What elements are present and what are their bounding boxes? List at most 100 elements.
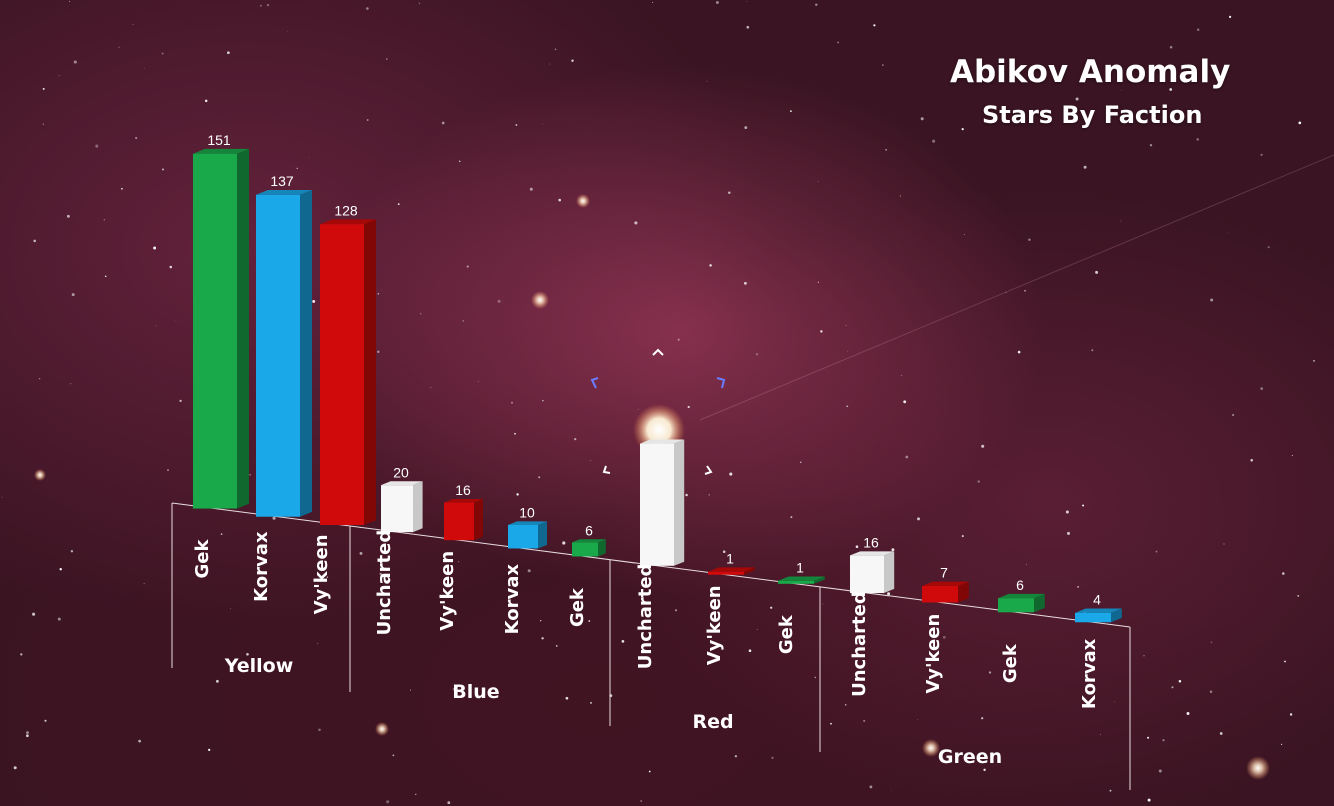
star-dot xyxy=(415,793,417,795)
star-dot xyxy=(863,719,866,722)
star-dot xyxy=(175,319,177,321)
star-dot xyxy=(132,23,134,25)
star-dot xyxy=(542,399,544,402)
bar-yellow-korvax xyxy=(256,189,312,517)
star-dot xyxy=(366,119,369,121)
bar-side xyxy=(958,581,969,603)
star-dot xyxy=(555,645,558,647)
star-dot xyxy=(790,110,792,112)
star-dot xyxy=(756,629,758,630)
star-dot xyxy=(1284,660,1286,663)
star-dot xyxy=(312,299,316,303)
star-dot xyxy=(855,545,859,549)
star-dot xyxy=(529,187,533,191)
star-dot xyxy=(1228,15,1232,19)
bar-yellow-vykeen xyxy=(320,219,376,526)
star-dot xyxy=(1149,144,1153,147)
star-dot xyxy=(272,516,276,520)
group-label: Yellow xyxy=(224,655,294,677)
star-dot xyxy=(790,516,793,519)
star-dot xyxy=(1121,89,1122,91)
star-dot xyxy=(458,160,461,163)
star-dot xyxy=(844,704,847,706)
star-dot xyxy=(799,461,802,464)
bar-green-korvax xyxy=(1075,608,1122,623)
bar-side xyxy=(364,219,376,526)
star-dot xyxy=(143,583,145,585)
star-dot xyxy=(1147,736,1150,739)
star-dot xyxy=(169,265,173,269)
star-dot xyxy=(882,64,884,66)
bar-front xyxy=(1075,612,1111,623)
star-dot xyxy=(1066,531,1071,535)
category-label: Vy'keen xyxy=(923,614,944,694)
star-dot xyxy=(514,432,516,435)
star-dot xyxy=(153,246,157,250)
star-dot xyxy=(1289,713,1293,716)
category-label: Gek xyxy=(776,614,797,654)
star-dot xyxy=(70,549,74,553)
star-dot xyxy=(837,41,839,44)
star-dot xyxy=(1210,641,1213,644)
bar-side xyxy=(237,148,249,509)
star-dot xyxy=(155,325,157,327)
star-dot xyxy=(71,293,75,297)
star-dot xyxy=(103,219,105,221)
star-dot xyxy=(873,24,876,27)
star-dot xyxy=(652,1,654,3)
star-dot xyxy=(900,374,903,377)
star-dot xyxy=(920,117,924,121)
star-dot xyxy=(13,766,17,770)
star-dot xyxy=(215,679,219,683)
star-dot xyxy=(771,756,774,760)
bar-top xyxy=(381,481,423,486)
star-dot xyxy=(377,292,380,295)
bar-series xyxy=(193,148,1122,623)
star-dot xyxy=(637,408,639,410)
star-dot xyxy=(674,609,678,612)
bar-side xyxy=(1034,593,1045,613)
star-dot xyxy=(317,643,319,645)
star-dot xyxy=(410,689,411,691)
star-dot xyxy=(917,719,919,721)
star-dot xyxy=(1155,550,1158,553)
bar-top xyxy=(922,581,969,587)
star-dot xyxy=(458,561,460,563)
bar-front xyxy=(444,502,474,541)
star-dot xyxy=(1210,298,1214,302)
star-dot xyxy=(1280,743,1283,746)
star-dot xyxy=(1291,455,1293,457)
star-dot xyxy=(326,576,329,578)
bar-front xyxy=(998,598,1034,613)
bar-front xyxy=(193,153,237,509)
bright-star xyxy=(34,469,46,481)
star-dot xyxy=(20,653,23,656)
star-dot xyxy=(118,46,120,48)
star-dot xyxy=(814,676,817,679)
star-dot xyxy=(549,63,551,65)
star-dot xyxy=(1171,686,1174,689)
reticle-bracket xyxy=(704,465,713,475)
star-dot xyxy=(1026,564,1027,566)
bar-green-gek xyxy=(998,593,1045,613)
star-dot xyxy=(1313,360,1315,362)
star-dot xyxy=(648,770,651,773)
star-dot xyxy=(988,671,992,674)
star-dot xyxy=(477,381,479,382)
star-dot xyxy=(541,637,544,640)
star-dot xyxy=(822,603,824,605)
star-dot xyxy=(746,1,748,3)
star-dot xyxy=(392,754,395,757)
star-dot xyxy=(1077,585,1080,588)
star-dot xyxy=(1120,220,1122,222)
star-dot xyxy=(39,378,41,380)
bar-blue-korvax xyxy=(508,521,547,549)
bar-top xyxy=(320,219,376,225)
bar-top xyxy=(572,539,606,543)
bar-yellow-gek xyxy=(193,148,249,509)
star-dot xyxy=(66,214,70,218)
star-dot xyxy=(386,58,388,60)
star-dot xyxy=(869,785,873,789)
star-dot xyxy=(1250,458,1253,462)
